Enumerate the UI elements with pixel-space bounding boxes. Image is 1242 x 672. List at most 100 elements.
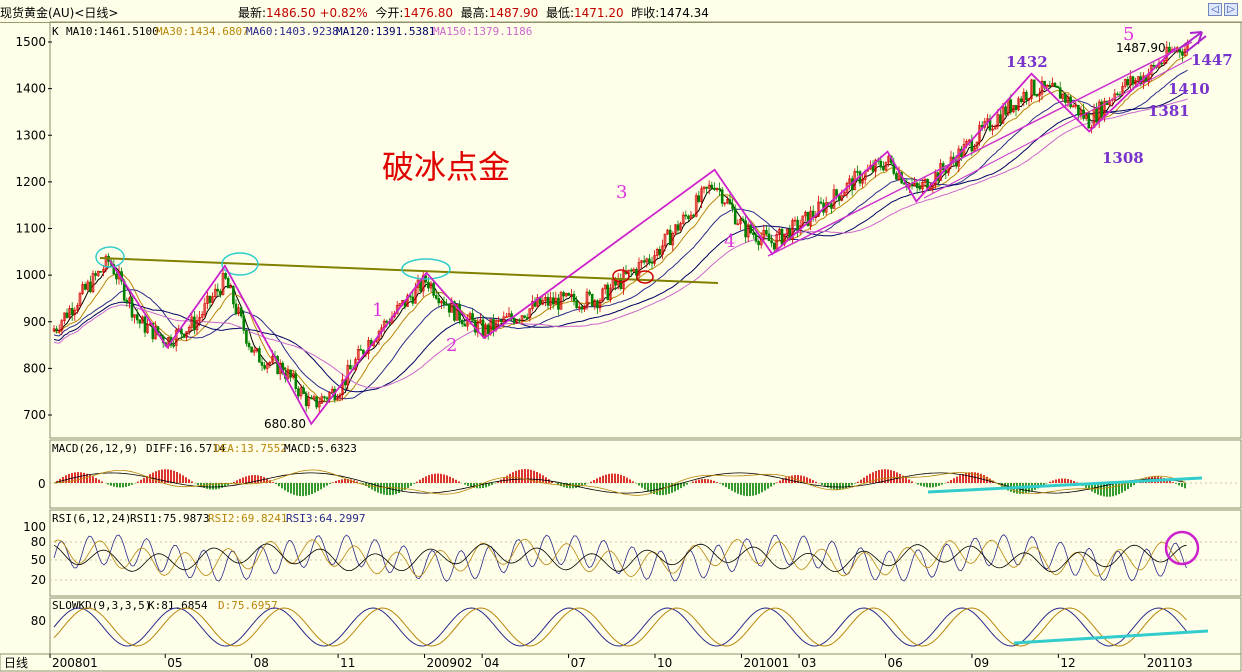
candle-body bbox=[83, 284, 87, 290]
candle-body bbox=[520, 315, 524, 321]
candle-body bbox=[211, 296, 214, 303]
candle-body bbox=[957, 148, 961, 167]
candle-body bbox=[694, 195, 698, 217]
legend-ma10: MA10:1461.5100 bbox=[66, 25, 159, 38]
candle-body bbox=[1051, 82, 1054, 87]
candle-body bbox=[572, 293, 576, 302]
candle-body bbox=[999, 114, 1002, 124]
legend-ma120: MA120:1391.5381 bbox=[336, 25, 435, 38]
x-tick-label: 10 bbox=[657, 656, 672, 670]
candle-body bbox=[710, 184, 714, 189]
macd-dea: DEA:13.7552 bbox=[214, 442, 287, 455]
candle-body bbox=[575, 300, 578, 309]
top-circle-3 bbox=[401, 258, 451, 280]
candle-body bbox=[648, 258, 651, 263]
candle-body bbox=[96, 271, 100, 276]
candle-body bbox=[741, 218, 745, 222]
candle-body bbox=[427, 281, 430, 289]
candle-body bbox=[245, 330, 248, 344]
candle-body bbox=[884, 161, 888, 171]
candle-body bbox=[57, 329, 61, 332]
low-price-label: 680.80 bbox=[264, 417, 306, 431]
macd-histogram bbox=[50, 469, 1241, 497]
candle-body bbox=[754, 234, 758, 242]
candle-body bbox=[143, 316, 147, 333]
candle-body bbox=[871, 165, 875, 172]
candle-body bbox=[702, 186, 706, 190]
macd-zero-tick: 0 bbox=[38, 477, 46, 491]
candle-body bbox=[385, 320, 389, 323]
kd-tick-80: 80 bbox=[31, 614, 46, 628]
candle-body bbox=[151, 322, 155, 340]
rsi-lines bbox=[53, 534, 1187, 582]
candle-body bbox=[549, 297, 552, 306]
scroll-left-button[interactable]: ◁ bbox=[1208, 3, 1222, 16]
x-axis-frame bbox=[0, 653, 1242, 672]
y-tick-label: 900 bbox=[23, 315, 46, 329]
candle-body bbox=[91, 273, 95, 292]
candle-body bbox=[804, 211, 807, 217]
candle-body bbox=[928, 188, 932, 191]
level-1308: 1308 bbox=[1102, 149, 1144, 167]
quote-header: 现货黄金(AU)<日线> 最新:1486.50 +0.82% 今开:1476.8… bbox=[0, 0, 1242, 23]
prev-close-value: 1474.34 bbox=[659, 6, 709, 20]
candle-body bbox=[398, 303, 402, 306]
candle-body bbox=[115, 273, 118, 280]
candle-body bbox=[666, 229, 669, 235]
candle-body bbox=[723, 202, 727, 205]
symbol-title: 现货黄金(AU)<日线> bbox=[0, 6, 119, 20]
open-label: 今开: bbox=[375, 6, 404, 20]
candle-body bbox=[879, 160, 883, 168]
x-axis: 200801 05 08 11 200902 04 07 10 201001 03 06 09 12 20… bbox=[49, 654, 1193, 670]
candle-body bbox=[141, 316, 144, 324]
candle-body bbox=[237, 307, 240, 314]
candle-body bbox=[406, 295, 409, 307]
candle-body bbox=[1079, 109, 1083, 116]
candle-body bbox=[1025, 92, 1028, 101]
kd-d-line bbox=[53, 607, 1187, 647]
x-tick-label: 200902 bbox=[427, 656, 473, 670]
candle-body bbox=[260, 362, 264, 366]
x-tick-label: 09 bbox=[974, 656, 989, 670]
price-bars bbox=[52, 39, 1189, 413]
candle-body bbox=[252, 349, 256, 353]
ma120-line bbox=[53, 89, 1188, 393]
kd-k-value: K:81.6854 bbox=[148, 599, 208, 612]
candle-body bbox=[554, 297, 558, 305]
candle-body bbox=[1030, 79, 1033, 99]
candle-body bbox=[726, 199, 729, 204]
rsi1-value: RSI1:75.9873 bbox=[130, 512, 209, 525]
candle-body bbox=[1004, 106, 1007, 115]
candle-body bbox=[182, 333, 186, 338]
candle-body bbox=[1087, 114, 1091, 129]
candle-body bbox=[674, 224, 677, 234]
candle-body bbox=[840, 195, 844, 201]
scroll-right-button[interactable]: ▷ bbox=[1224, 3, 1238, 16]
x-tick-label: 201103 bbox=[1147, 656, 1193, 670]
candle-body bbox=[185, 331, 188, 338]
candle-body bbox=[596, 300, 599, 309]
candle-body bbox=[76, 305, 79, 311]
level-1410: 1410 bbox=[1168, 80, 1210, 98]
legend-k: K bbox=[52, 25, 59, 38]
candle-body bbox=[523, 315, 526, 318]
candle-body bbox=[250, 346, 253, 353]
candle-body bbox=[843, 192, 846, 196]
candle-body bbox=[515, 319, 519, 324]
kd-panel: SLOWKD(9,3,3,5) K:81.6854 D:75.6957 80 bbox=[31, 599, 1209, 647]
candle-body bbox=[689, 214, 693, 219]
kd-lines bbox=[53, 607, 1187, 647]
candle-body bbox=[1129, 76, 1132, 86]
y-tick-label: 700 bbox=[23, 408, 46, 422]
candle-body bbox=[208, 295, 212, 303]
candle-body bbox=[593, 300, 597, 307]
candle-body bbox=[1022, 92, 1026, 103]
candle-body bbox=[752, 232, 755, 236]
candle-body bbox=[882, 166, 885, 171]
candle-body bbox=[81, 284, 84, 294]
candle-body bbox=[1035, 94, 1039, 97]
candle-body bbox=[154, 326, 157, 340]
latest-quote: 最新:1486.50 +0.82% 今开:1476.80 最高:1487.90 … bbox=[238, 4, 709, 21]
candle-body bbox=[255, 348, 259, 351]
